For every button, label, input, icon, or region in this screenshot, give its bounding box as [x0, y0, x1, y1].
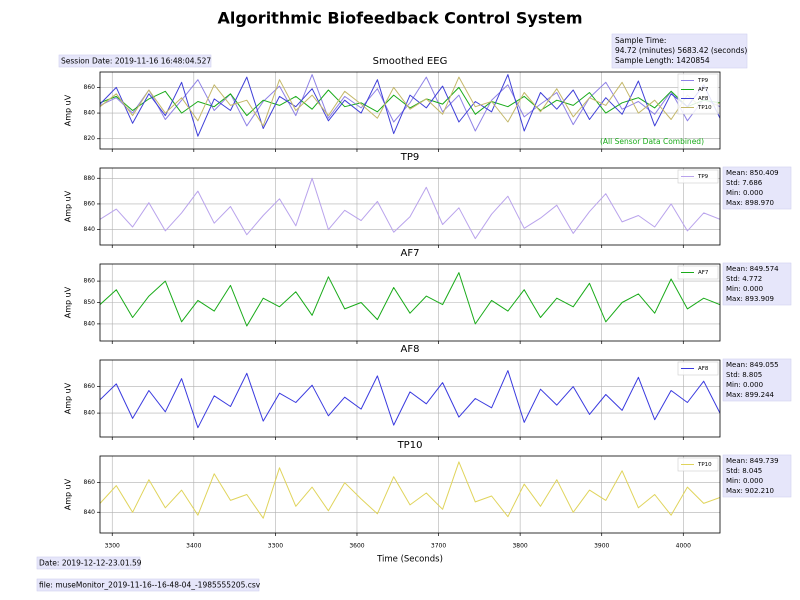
series-line: [100, 461, 720, 519]
date-box: [36, 556, 141, 570]
y-tick-label: 860: [84, 479, 96, 486]
y-tick-label: 860: [84, 84, 96, 91]
date: Date: 2019-12-12-23.01.59: [39, 559, 142, 568]
legend-label: AF8: [698, 96, 709, 102]
sample-time: Sample Length: 1420854: [615, 56, 710, 65]
y-axis-label: Amp uV: [64, 478, 73, 510]
subplot-title: AF8: [401, 344, 420, 355]
axes-frame: [99, 167, 721, 246]
legend-label: TP9: [697, 174, 709, 180]
stat-text: Mean: 849.055: [726, 361, 779, 369]
stat-text: Min: 0.000: [726, 381, 763, 389]
legend-box: [677, 457, 719, 472]
axes-frame: [99, 263, 721, 342]
stat-text: Mean: 849.574: [726, 265, 779, 273]
stat-text: Min: 0.000: [726, 189, 763, 197]
y-tick-label: 840: [84, 110, 96, 117]
y-tick-label: 840: [84, 509, 96, 516]
session-date: Session Date: 2019-11-16 16:48:04.527: [61, 57, 211, 66]
legend-label: TP10: [697, 462, 712, 468]
series-line: [100, 370, 720, 429]
y-tick-label: 860: [84, 278, 96, 285]
y-tick-label: 840: [84, 410, 96, 417]
series-line: [100, 76, 720, 127]
x-tick-label: 3900: [594, 543, 609, 550]
legend-box: [677, 169, 719, 184]
legend-box: [677, 265, 719, 280]
file: file: museMonitor_2019-11-16--16-48-04_-…: [39, 581, 261, 590]
x-tick-label: 3300: [268, 543, 283, 550]
stat-text: Std: 4.772: [726, 275, 762, 283]
stat-text: Mean: 849.739: [726, 457, 779, 465]
file-box: [36, 578, 260, 592]
legend-label: AF7: [698, 270, 709, 276]
legend-box: [677, 361, 719, 376]
legend-label: AF7: [698, 87, 709, 93]
y-tick-label: 840: [84, 226, 96, 233]
stat-text: Std: 8.045: [726, 467, 762, 475]
series-line: [100, 74, 720, 132]
x-tick-label: 3800: [512, 543, 527, 550]
y-tick-label: 880: [84, 175, 96, 182]
stat-text: Max: 899.244: [726, 391, 775, 399]
legend-label: TP9: [697, 78, 709, 84]
annotation: (All Sensor Data Combined): [600, 137, 704, 146]
y-tick-label: 840: [84, 320, 96, 327]
subplot-title: Smoothed EEG: [373, 56, 448, 67]
stats-box: [722, 166, 792, 210]
stat-text: Max: 893.909: [726, 295, 774, 303]
sample-time: Sample Time:: [615, 36, 666, 45]
axes-frame: [99, 359, 721, 438]
stats-box: [722, 454, 792, 498]
sample-time: 94.72 (minutes) 5683.42 (seconds): [615, 46, 747, 55]
axes-frame: [99, 71, 721, 150]
legend-label: TP10: [697, 105, 712, 111]
stats-box: [722, 262, 792, 306]
legend-label: AF8: [698, 366, 709, 372]
series-line: [100, 177, 720, 240]
axes-frame: [99, 455, 721, 534]
stat-text: Mean: 850.409: [726, 169, 779, 177]
page-title: Algorithmic Biofeedback Control System: [217, 9, 582, 28]
y-axis-label: Amp uV: [64, 190, 73, 222]
x-tick-label: 4000: [676, 543, 691, 550]
stat-text: Max: 898.970: [726, 199, 774, 207]
stat-text: Std: 7.686: [726, 179, 763, 187]
y-axis-label: Amp uV: [64, 94, 73, 126]
subplot-title: TP10: [397, 440, 423, 451]
y-axis-label: Amp uV: [64, 382, 73, 414]
y-tick-label: 860: [84, 383, 96, 390]
series-line: [100, 74, 720, 137]
stat-text: Min: 0.000: [726, 477, 763, 485]
sample-time-box: [611, 33, 748, 69]
y-tick-label: 860: [84, 200, 96, 207]
subplot-title: TP9: [400, 152, 420, 163]
series-line: [100, 86, 720, 117]
x-axis-label: Time (Seconds): [376, 555, 443, 565]
x-tick-label: 3400: [186, 543, 201, 550]
stat-text: Max: 902.210: [726, 487, 774, 495]
x-tick-label: 3300: [105, 543, 120, 550]
x-tick-label: 3700: [431, 543, 446, 550]
x-tick-label: 3600: [349, 543, 364, 550]
y-tick-label: 820: [84, 135, 96, 142]
subplot-title: AF7: [401, 248, 420, 259]
session-date-box: [58, 54, 212, 68]
y-tick-label: 850: [84, 299, 96, 306]
stats-box: [722, 358, 792, 402]
series-line: [100, 272, 720, 327]
stat-text: Std: 8.805: [726, 371, 762, 379]
stat-text: Min: 0.000: [726, 285, 763, 293]
y-axis-label: Amp uV: [64, 286, 73, 318]
